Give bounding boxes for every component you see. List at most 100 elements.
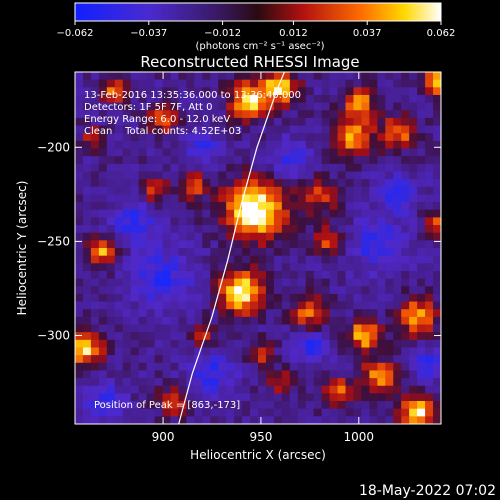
heatmap-cell <box>345 87 354 96</box>
heatmap-cell <box>130 263 140 272</box>
heatmap-cell <box>393 316 402 325</box>
heatmap-cell <box>234 72 243 81</box>
heatmap-cell <box>329 194 338 203</box>
heatmap-cell <box>361 171 370 180</box>
heatmap-cell <box>146 110 155 119</box>
heatmap-cell <box>281 301 291 310</box>
heatmap-cell <box>186 270 195 280</box>
heatmap-cell <box>218 156 227 165</box>
heatmap-cell <box>361 416 370 424</box>
heatmap-cell <box>122 393 132 402</box>
heatmap-cell <box>162 217 171 226</box>
heatmap-cell <box>305 202 315 211</box>
heatmap-cell <box>409 186 418 195</box>
heatmap-cell <box>130 301 140 310</box>
heatmap-cell <box>162 156 171 165</box>
heatmap-cell <box>425 102 434 111</box>
heatmap-cell <box>114 286 124 295</box>
heatmap-cell <box>250 202 259 211</box>
heatmap-cell <box>425 270 434 280</box>
heatmap-cell <box>130 94 140 104</box>
heatmap-cell <box>337 370 346 379</box>
heatmap-cell <box>210 378 219 387</box>
heatmap-cell <box>393 87 402 96</box>
heatmap-cell <box>138 133 148 142</box>
heatmap-cell <box>258 263 267 272</box>
x-tick-label: 950 <box>249 430 272 444</box>
heatmap-cell <box>106 87 116 96</box>
heatmap-cell <box>425 186 434 195</box>
heatmap-cell <box>258 217 267 226</box>
heatmap-cell <box>202 401 211 410</box>
heatmap-cell <box>345 140 354 149</box>
heatmap-cell <box>369 362 378 371</box>
heatmap-cell <box>337 171 346 180</box>
heatmap-cell <box>329 79 338 88</box>
heatmap-cell <box>122 209 132 218</box>
heatmap-cell <box>250 102 259 111</box>
heatmap-cell <box>361 370 370 379</box>
heatmap-cell <box>75 186 84 195</box>
heatmap-cell <box>273 324 283 333</box>
heatmap-cell <box>409 401 418 410</box>
heatmap-cell <box>329 117 338 126</box>
heatmap-cell <box>265 72 275 81</box>
heatmap-cell <box>321 209 331 218</box>
heatmap-cell <box>106 202 116 211</box>
heatmap-cell <box>138 278 148 287</box>
heatmap-cell <box>98 87 108 96</box>
heatmap-cell <box>218 309 227 318</box>
heatmap-cell <box>393 378 402 387</box>
heatmap-cell <box>425 408 434 417</box>
info-line-detectors: Detectors: 1F 5F 7F, Att 0 <box>84 102 212 113</box>
colorbar-tick-label: −0.012 <box>204 28 241 39</box>
heatmap-cell <box>401 355 410 364</box>
heatmap-cell <box>242 232 251 241</box>
heatmap-cell <box>393 186 402 195</box>
heatmap-cell <box>106 378 116 387</box>
heatmap-cell <box>226 232 235 241</box>
heatmap-cell <box>154 270 163 280</box>
x-tick-label: 900 <box>152 430 175 444</box>
heatmap-cell <box>258 110 267 119</box>
heatmap-cell <box>329 125 338 134</box>
heatmap-cell <box>106 255 116 264</box>
heatmap-cell <box>138 140 148 149</box>
heatmap-cell <box>114 156 124 165</box>
heatmap-cell <box>114 179 124 188</box>
heatmap-cell <box>114 79 124 88</box>
heatmap-cell <box>226 163 235 172</box>
heatmap-cell <box>114 408 124 417</box>
heatmap-cell <box>122 355 132 364</box>
heatmap-cell <box>186 148 195 157</box>
heatmap-cell <box>353 278 362 287</box>
heatmap-cell <box>377 301 386 310</box>
heatmap-cell <box>385 355 394 364</box>
heatmap-cell <box>297 179 307 188</box>
heatmap-cell <box>114 293 124 302</box>
heatmap-cell <box>329 309 338 318</box>
heatmap-cell <box>218 102 227 111</box>
heatmap-cell <box>98 217 108 226</box>
heatmap-cell <box>265 355 275 364</box>
heatmap-cell <box>393 79 402 88</box>
heatmap-cell <box>82 240 92 249</box>
heatmap-cell <box>321 324 331 333</box>
heatmap-cell <box>258 225 267 234</box>
heatmap-cell <box>122 202 132 211</box>
heatmap-cell <box>425 355 434 364</box>
heatmap-cell <box>313 385 323 394</box>
heatmap-cell <box>218 293 227 302</box>
heatmap-image <box>75 72 441 424</box>
heatmap-cell <box>138 255 148 264</box>
heatmap-cell <box>242 416 251 424</box>
heatmap-cell <box>393 248 402 257</box>
heatmap-cell <box>98 355 108 364</box>
heatmap-cell <box>313 133 323 142</box>
heatmap-cell <box>353 102 362 111</box>
heatmap-cell <box>194 270 203 280</box>
heatmap-cell <box>433 393 441 402</box>
heatmap-cell <box>313 179 323 188</box>
heatmap-cell <box>90 156 100 165</box>
heatmap-cell <box>361 301 370 310</box>
